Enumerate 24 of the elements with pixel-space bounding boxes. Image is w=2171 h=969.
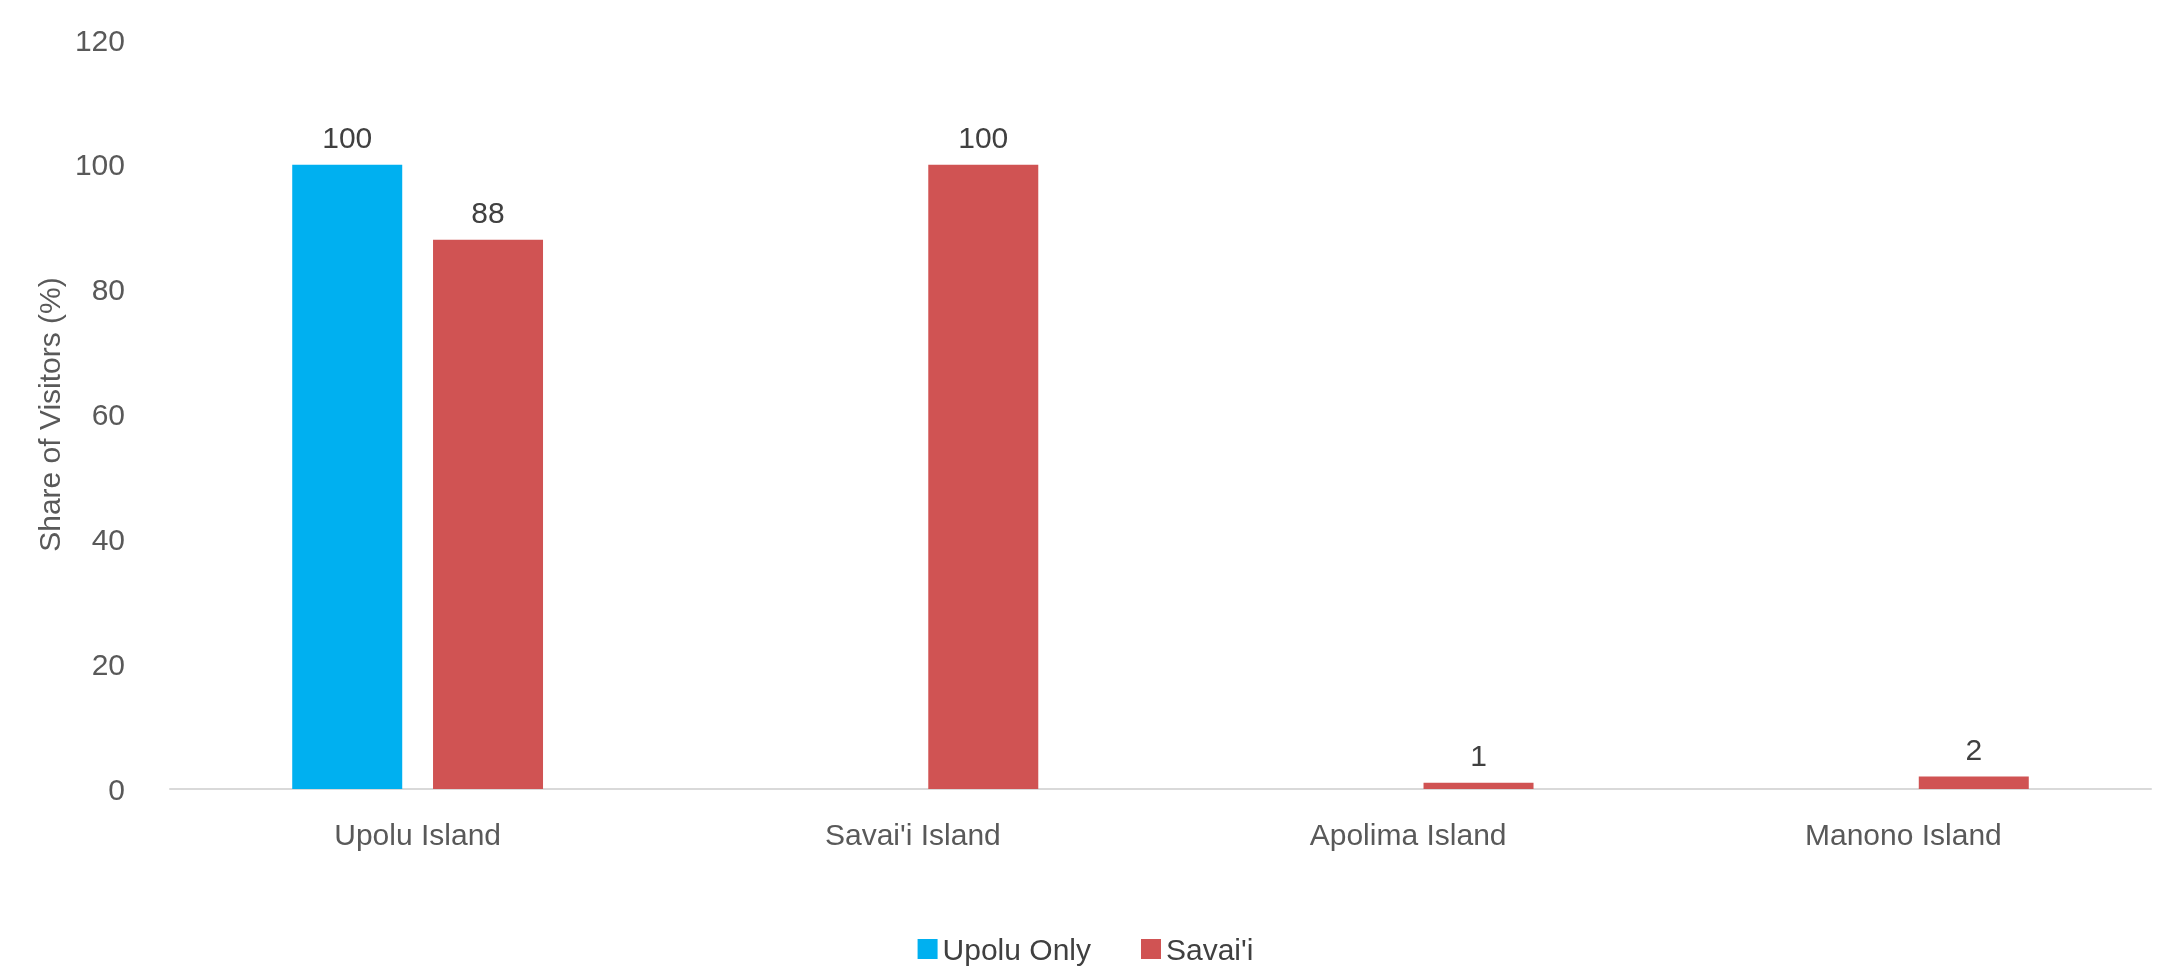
y-tick-label: 0 (108, 772, 125, 806)
x-tick-label: Manono Island (1804, 817, 2002, 851)
y-axis-title: Share of Visitors (%) (32, 277, 66, 552)
y-tick-label: 20 (91, 647, 125, 681)
bar (433, 239, 544, 789)
data-label: 1 (1470, 739, 1487, 773)
x-tick-label: Savai'i Island (824, 817, 1001, 851)
y-tick-label: 100 (74, 148, 125, 182)
bar (1423, 782, 1534, 789)
data-label: 100 (322, 121, 373, 155)
data-label: 2 (1965, 733, 1983, 767)
x-tick-label: Apolima Island (1309, 817, 1507, 851)
legend-label: Savai'i (1165, 932, 1254, 966)
data-label: 88 (471, 196, 505, 230)
data-label: 100 (958, 121, 1009, 155)
y-tick-label: 120 (74, 23, 125, 57)
y-tick-label: 40 (91, 522, 125, 556)
bar (928, 164, 1039, 789)
bar (1918, 776, 2029, 789)
x-tick-label: Upolu Island (334, 817, 502, 851)
bar (292, 164, 403, 789)
y-tick-label: 60 (91, 398, 125, 431)
y-tick-label: 80 (91, 273, 125, 307)
legend-label: Upolu Only (942, 932, 1091, 966)
